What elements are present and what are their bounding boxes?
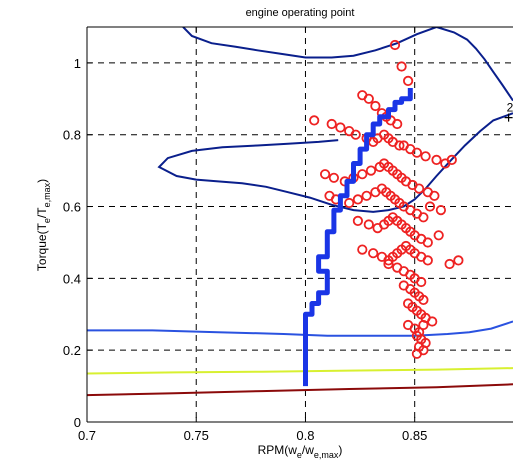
operating-point xyxy=(433,230,444,241)
operating-point xyxy=(319,169,331,180)
y-axis-label-mid: /T xyxy=(35,207,49,218)
operating-point xyxy=(350,129,361,140)
x-axis-label-sub1: e xyxy=(297,450,302,460)
tick-labels: 0.7 0.75 0.8 0.85 0 0.2 0.4 0.6 0.8 1 xyxy=(63,56,427,443)
operating-point xyxy=(429,190,440,201)
operating-point xyxy=(368,248,379,259)
operating-point xyxy=(416,276,427,288)
operating-path xyxy=(303,88,413,387)
operating-point xyxy=(335,122,346,133)
operating-point xyxy=(420,151,431,162)
y-tick-label: 0.4 xyxy=(63,271,81,286)
operating-point xyxy=(394,140,405,151)
operating-point xyxy=(453,255,464,266)
operating-point xyxy=(422,237,433,248)
operating-point xyxy=(413,183,425,194)
axes-frame xyxy=(86,26,513,423)
operating-point xyxy=(402,75,414,87)
chart-title: engine operating point xyxy=(246,7,355,19)
x-axis-label: RPM(we/we,max) xyxy=(258,443,343,460)
y-tick-label: 0.2 xyxy=(63,343,81,358)
operating-point xyxy=(422,255,433,266)
operating-point xyxy=(365,165,377,176)
operating-point xyxy=(435,205,446,216)
operating-point xyxy=(392,118,403,130)
operating-point xyxy=(446,154,457,165)
contour-line-4 xyxy=(87,383,513,397)
plot-area xyxy=(87,27,513,422)
operating-point xyxy=(383,258,394,270)
operating-point xyxy=(328,172,339,183)
grid-lines xyxy=(87,27,513,422)
operating-point xyxy=(427,316,438,327)
y-tick-label: 0.6 xyxy=(63,200,81,215)
operating-point xyxy=(431,154,442,165)
operating-point xyxy=(411,147,422,158)
operating-point xyxy=(309,115,320,126)
operating-points xyxy=(309,39,464,359)
operating-point xyxy=(363,219,374,230)
operating-point xyxy=(424,201,436,212)
operating-point xyxy=(418,294,429,305)
operating-point xyxy=(444,258,455,270)
operating-point xyxy=(418,319,429,331)
x-tick-label: 0.7 xyxy=(78,428,96,443)
x-axis-label-sub2: e,max xyxy=(314,450,339,460)
operating-point xyxy=(344,197,355,209)
x-tick-label: 0.8 xyxy=(296,428,314,443)
contour-line-2 xyxy=(87,320,513,337)
contour-line-1 xyxy=(157,112,513,213)
y-axis-label-sub1: e xyxy=(42,218,52,223)
operating-path-layer xyxy=(303,88,413,387)
operating-point xyxy=(357,169,368,180)
operating-point xyxy=(389,39,401,51)
operating-point xyxy=(326,118,337,130)
y-axis-label: Torque(Te/Te,max) xyxy=(35,179,52,271)
operating-point xyxy=(352,194,363,205)
operating-point xyxy=(370,100,381,112)
annotation-marker xyxy=(504,113,513,122)
operating-point xyxy=(357,244,368,255)
contour-annotation: 210 xyxy=(507,101,513,115)
operating-point xyxy=(411,348,422,359)
y-axis-label-end: ) xyxy=(35,179,49,183)
y-axis-label-sub2: e,max xyxy=(42,182,52,207)
x-tick-label: 0.85 xyxy=(402,428,427,443)
operating-point xyxy=(352,215,363,226)
contour-line-0 xyxy=(182,27,513,102)
y-tick-label: 1 xyxy=(74,56,81,71)
x-tick-label: 0.75 xyxy=(184,428,209,443)
y-tick-label: 0.8 xyxy=(63,128,81,143)
x-axis-label-main: RPM(w xyxy=(258,443,298,457)
y-axis-label-main: Torque(T xyxy=(35,222,49,271)
y-tick-label: 0 xyxy=(74,415,81,430)
operating-point xyxy=(361,190,372,201)
operating-point xyxy=(363,93,374,104)
x-axis-label-end: ) xyxy=(338,443,342,457)
operating-point xyxy=(396,61,407,72)
x-axis-label-mid: /w xyxy=(302,443,314,457)
operating-point xyxy=(418,212,429,223)
